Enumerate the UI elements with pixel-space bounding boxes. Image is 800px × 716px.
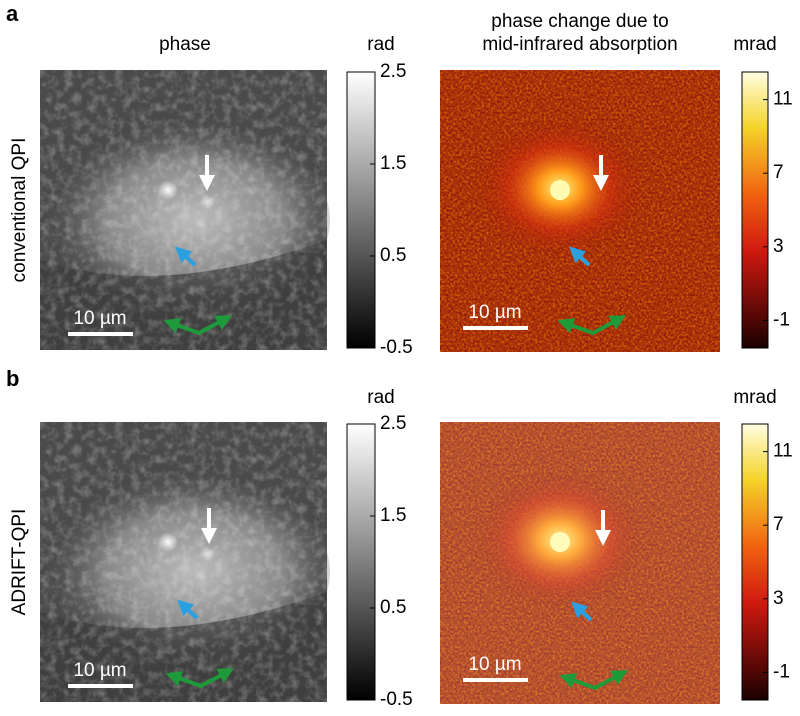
- row-title: conventional QPI: [9, 138, 30, 283]
- column-title: phase: [159, 34, 211, 55]
- colorbar: [346, 71, 376, 349]
- colorbar-tick-label: 2.5: [380, 413, 406, 434]
- scale-bar-label: 10 µm: [73, 308, 126, 329]
- colorbar-tick-label: 1.5: [380, 153, 406, 174]
- colorbar-unit: rad: [367, 34, 394, 55]
- row-title: ADRIFT-QPI: [9, 509, 30, 616]
- colorbar-tick-label: -1: [773, 661, 790, 682]
- colorbar-tick-label: 11: [773, 441, 793, 462]
- colorbar-tick-label: -0.5: [380, 337, 413, 358]
- colorbar: [741, 71, 769, 349]
- scale-bar-label: 10 µm: [468, 654, 521, 675]
- colorbar: [741, 423, 769, 701]
- panel-label: a: [6, 1, 19, 26]
- panel-label: b: [6, 366, 19, 391]
- colorbar-tick-label: -0.5: [380, 689, 413, 710]
- colorbar-unit: mrad: [733, 34, 776, 55]
- scale-bar-label: 10 µm: [468, 302, 521, 323]
- colorbar-tick-label: 0.5: [380, 597, 406, 618]
- column-title: mid-infrared absorption: [482, 34, 677, 55]
- colorbar-tick-label: 1.5: [380, 505, 406, 526]
- colorbar-tick-label: 3: [773, 236, 784, 257]
- colorbar-tick-label: 7: [773, 514, 784, 535]
- colorbar-tick-label: 2.5: [380, 61, 406, 82]
- column-title: phase change due to: [491, 11, 669, 32]
- colorbar-tick-label: 7: [773, 162, 784, 183]
- colorbar-unit: mrad: [733, 387, 776, 408]
- colorbar-tick-label: 3: [773, 588, 784, 609]
- colorbar: [346, 423, 376, 701]
- colorbar-tick-label: 11: [773, 89, 793, 110]
- colorbar-tick-label: -1: [773, 309, 790, 330]
- colorbar-unit: rad: [367, 387, 394, 408]
- scale-bar-label: 10 µm: [73, 660, 126, 681]
- colorbar-tick-label: 0.5: [380, 245, 406, 266]
